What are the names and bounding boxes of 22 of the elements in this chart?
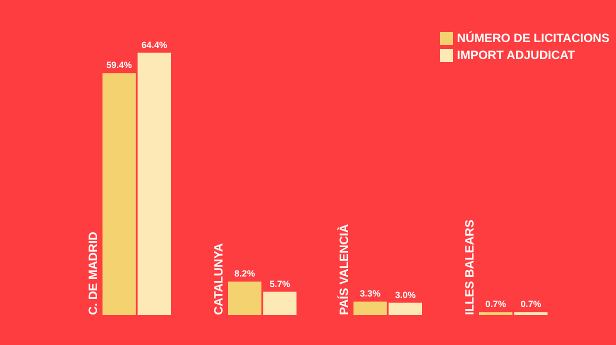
data-label: 8.2% [234, 268, 255, 279]
x-tick-label: C. DE MADRID [86, 231, 100, 315]
bar [263, 292, 297, 315]
bar [514, 312, 548, 315]
bar [353, 302, 387, 315]
bar [228, 282, 262, 315]
data-label: 3.3% [360, 288, 380, 299]
legend-label: NÚMERO DE LICITACIONS [457, 31, 610, 45]
bar [138, 52, 172, 315]
data-label: 5.7% [270, 278, 290, 289]
data-label: 64.4% [142, 40, 168, 50]
bar [388, 302, 422, 315]
data-label: 0.7% [520, 299, 542, 310]
data-label: 59.4% [106, 60, 132, 70]
data-label: 0.7% [485, 299, 506, 310]
x-tick-label: PAÍS VALENCIÀ [336, 224, 351, 315]
bar [102, 73, 136, 315]
bar [478, 312, 512, 315]
x-tick-label: ILLES BALEARS [462, 220, 476, 315]
data-label: 3.0% [395, 290, 416, 300]
legend-label: IMPORT ADJUDICAT [457, 48, 575, 62]
x-tick-label: CATALUNYA [211, 242, 226, 315]
